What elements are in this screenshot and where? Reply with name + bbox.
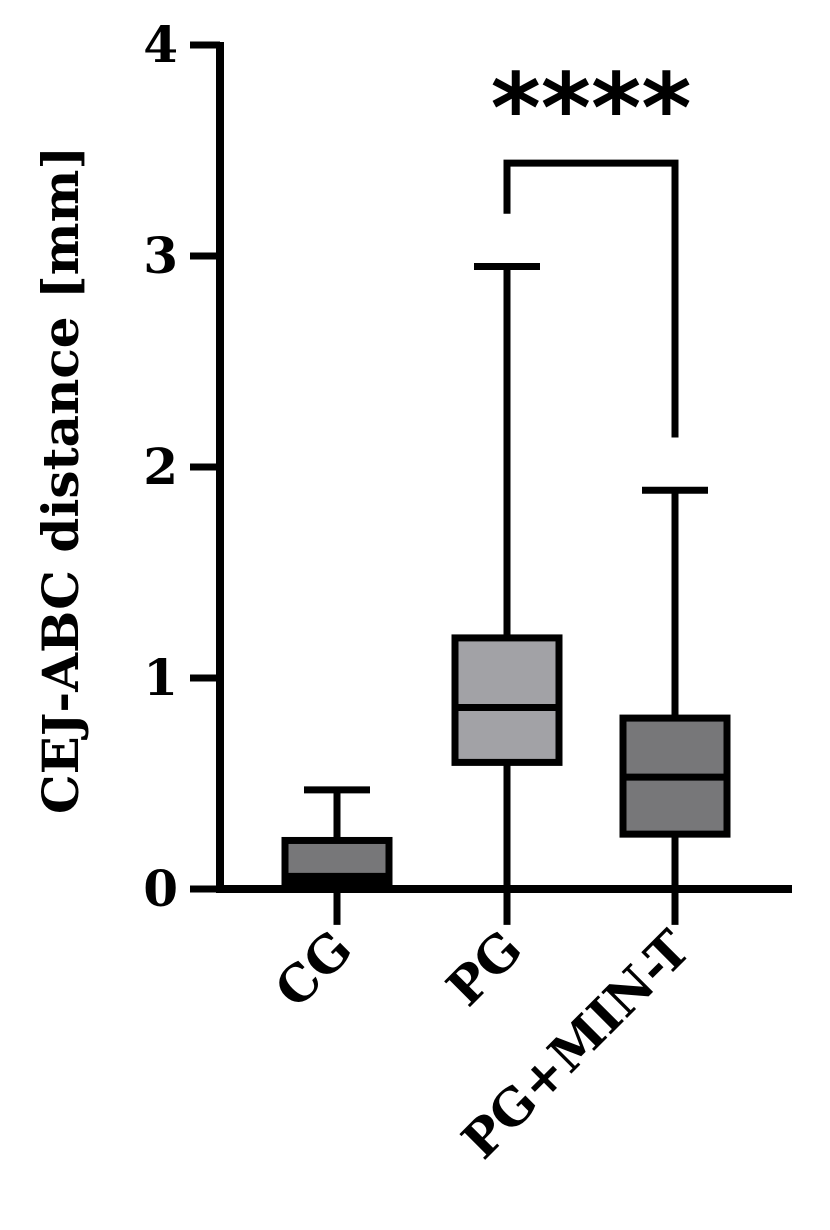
box-group-pg [451,263,563,925]
y-tick-label-4: 4 [143,15,178,74]
significance-label: **** [491,53,692,165]
y-tick-label-0: 0 [143,859,178,918]
significance-bracket [503,159,679,438]
category-label-pg: PG [435,919,534,1018]
boxes-layer [281,263,731,925]
y-tick-label-2: 2 [143,437,178,496]
box-group-cg [281,786,393,925]
y-axis-label: CEJ-ABC distance [mm] [31,146,90,814]
box-pg [451,634,563,766]
category-label-cg: CG [263,919,363,1019]
y-tick-label-1: 1 [143,648,178,707]
box-group-pg-min-t [619,486,731,925]
y-tick-label-3: 3 [143,226,178,285]
significance-layer: **** [491,53,692,438]
axes-layer [190,41,792,893]
